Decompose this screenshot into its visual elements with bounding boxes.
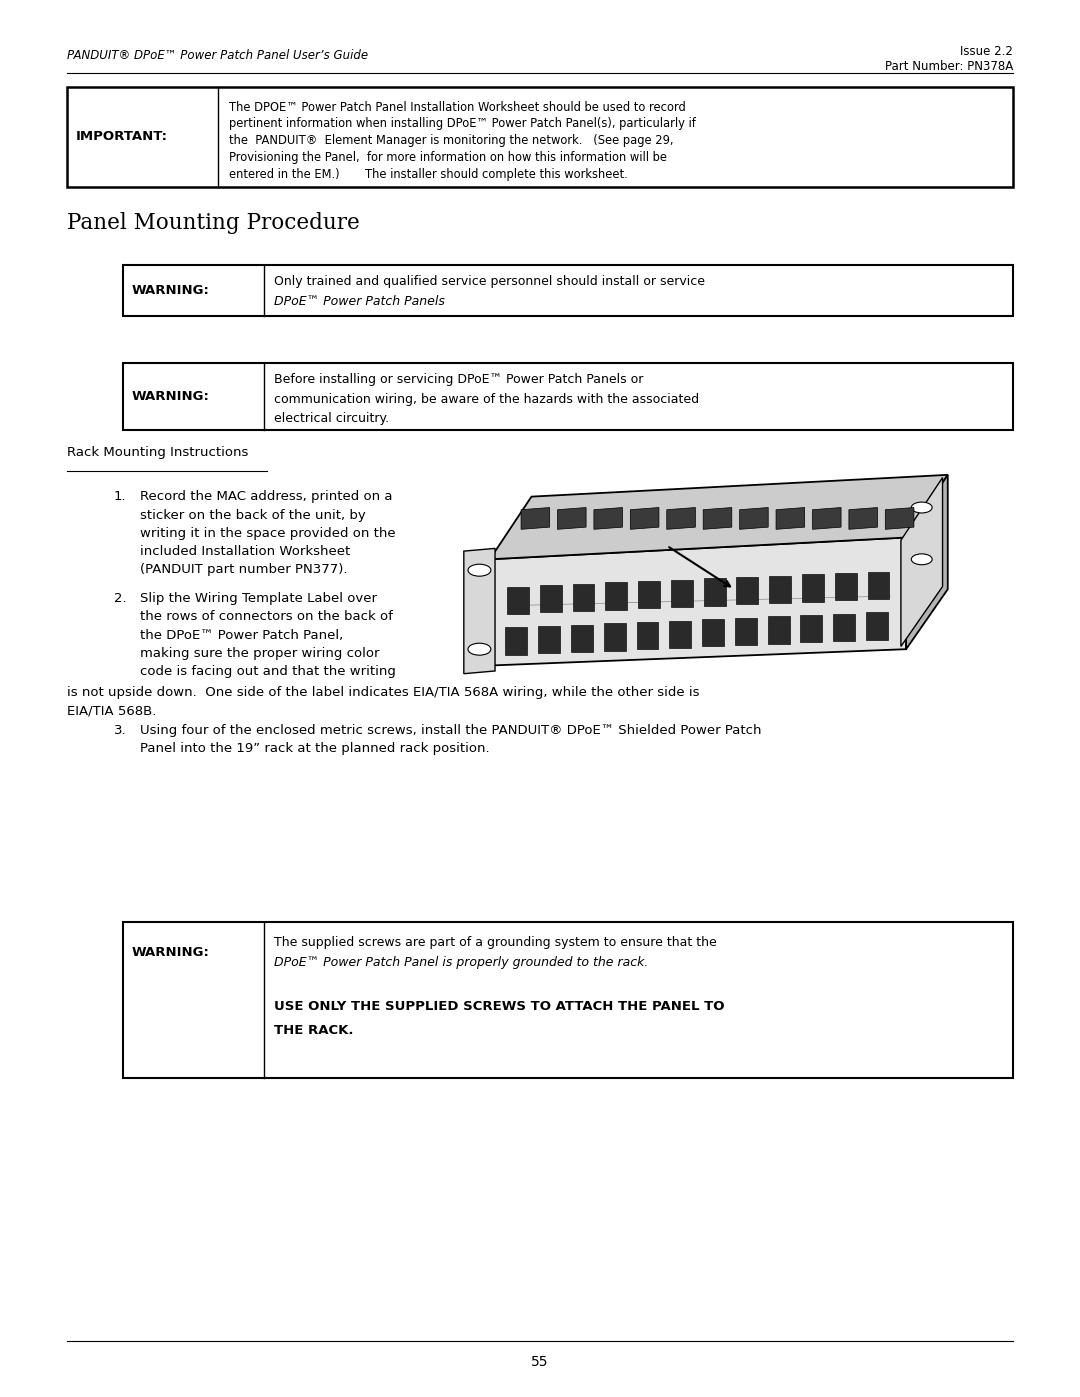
Text: Rack Mounting Instructions: Rack Mounting Instructions (67, 446, 248, 458)
Polygon shape (849, 507, 877, 529)
Text: is not upside down.  One side of the label indicates EIA/TIA 568A wiring, while : is not upside down. One side of the labe… (67, 686, 700, 698)
Text: Using four of the enclosed metric screws, install the PANDUIT® DPoE™ Shielded Po: Using four of the enclosed metric screws… (140, 724, 761, 736)
Text: IMPORTANT:: IMPORTANT: (76, 130, 167, 144)
Text: Only trained and qualified service personnel should install or service: Only trained and qualified service perso… (274, 275, 705, 288)
Polygon shape (490, 538, 906, 665)
Bar (123, 922, 1013, 1078)
Bar (866, 612, 888, 640)
Text: writing it in the space provided on the: writing it in the space provided on the (140, 527, 396, 539)
Bar (606, 583, 627, 609)
Text: Issue 2.2: Issue 2.2 (960, 45, 1013, 57)
Text: PANDUIT® DPoE™ Power Patch Panel User’s Guide: PANDUIT® DPoE™ Power Patch Panel User’s … (67, 49, 368, 61)
Bar (507, 587, 529, 613)
Text: the rows of connectors on the back of: the rows of connectors on the back of (140, 610, 393, 623)
Text: 1.: 1. (113, 490, 126, 503)
Bar (737, 577, 758, 605)
Text: WARNING:: WARNING: (132, 284, 210, 298)
Text: making sure the proper wiring color: making sure the proper wiring color (140, 647, 380, 659)
Bar (123, 363, 1013, 430)
Polygon shape (812, 507, 841, 529)
Bar (734, 617, 757, 645)
Text: pertinent information when installing DPoE™ Power Patch Panel(s), particularly i: pertinent information when installing DP… (229, 117, 696, 130)
Text: included Installation Worksheet: included Installation Worksheet (140, 545, 351, 557)
Text: The DPOE™ Power Patch Panel Installation Worksheet should be used to record: The DPOE™ Power Patch Panel Installation… (229, 101, 686, 113)
Text: WARNING:: WARNING: (132, 946, 210, 960)
Text: The supplied screws are part of a grounding system to ensure that the: The supplied screws are part of a ground… (274, 936, 717, 949)
Polygon shape (463, 549, 495, 673)
Bar (571, 624, 593, 652)
Bar (67, 87, 1013, 187)
Circle shape (912, 553, 932, 564)
Bar (505, 627, 527, 655)
Text: Part Number: PN378A: Part Number: PN378A (885, 60, 1013, 73)
Circle shape (912, 502, 932, 513)
Text: Slip the Wiring Template Label over: Slip the Wiring Template Label over (140, 592, 377, 605)
Bar (835, 573, 856, 601)
Circle shape (468, 564, 491, 576)
Bar (702, 619, 724, 647)
Text: communication wiring, be aware of the hazards with the associated: communication wiring, be aware of the ha… (274, 393, 700, 405)
Text: code is facing out and that the writing: code is facing out and that the writing (140, 665, 396, 678)
Bar (540, 585, 562, 612)
Text: electrical circuitry.: electrical circuitry. (274, 412, 390, 425)
Text: EIA/TIA 568B.: EIA/TIA 568B. (67, 704, 157, 717)
Text: the  PANDUIT®  Element Manager is monitoring the network.   (See page 29,: the PANDUIT® Element Manager is monitori… (229, 134, 674, 147)
Text: DPoE™ Power Patch Panels: DPoE™ Power Patch Panels (274, 295, 445, 307)
Bar (572, 584, 594, 610)
Polygon shape (906, 475, 948, 650)
Bar (769, 576, 792, 604)
Text: entered in the EM.)       The installer should complete this worksheet.: entered in the EM.) The installer should… (229, 168, 627, 180)
Text: the DPoE™ Power Patch Panel,: the DPoE™ Power Patch Panel, (140, 629, 343, 641)
Text: Provisioning the Panel,  for more information on how this information will be: Provisioning the Panel, for more informa… (229, 151, 667, 163)
Bar (123, 265, 1013, 316)
Bar (704, 578, 726, 606)
Polygon shape (557, 507, 586, 529)
Text: Panel Mounting Procedure: Panel Mounting Procedure (67, 212, 360, 235)
Text: 2.: 2. (113, 592, 126, 605)
Bar (768, 616, 789, 644)
Circle shape (468, 643, 491, 655)
Polygon shape (666, 507, 696, 529)
Bar (867, 571, 890, 599)
Text: (PANDUIT part number PN377).: (PANDUIT part number PN377). (140, 563, 348, 576)
Text: Panel into the 19” rack at the planned rack position.: Panel into the 19” rack at the planned r… (140, 742, 490, 754)
Polygon shape (901, 478, 943, 647)
Polygon shape (886, 507, 914, 529)
Text: USE ONLY THE SUPPLIED SCREWS TO ATTACH THE PANEL TO: USE ONLY THE SUPPLIED SCREWS TO ATTACH T… (274, 1000, 725, 1013)
Polygon shape (521, 507, 550, 529)
Polygon shape (777, 507, 805, 529)
Text: 55: 55 (531, 1355, 549, 1369)
Text: sticker on the back of the unit, by: sticker on the back of the unit, by (140, 509, 366, 521)
Text: DPoE™ Power Patch Panel is properly grounded to the rack.: DPoE™ Power Patch Panel is properly grou… (274, 956, 649, 968)
Text: Record the MAC address, printed on a: Record the MAC address, printed on a (140, 490, 393, 503)
Bar (604, 623, 625, 651)
Bar (802, 574, 824, 602)
Bar (638, 581, 660, 608)
Bar (671, 580, 692, 606)
Polygon shape (594, 507, 622, 529)
Text: WARNING:: WARNING: (132, 390, 210, 404)
Bar (834, 613, 855, 641)
Bar (538, 626, 561, 654)
Polygon shape (490, 475, 948, 559)
Text: THE RACK.: THE RACK. (274, 1024, 354, 1037)
Polygon shape (703, 507, 732, 529)
Text: Before installing or servicing DPoE™ Power Patch Panels or: Before installing or servicing DPoE™ Pow… (274, 373, 644, 386)
Bar (670, 620, 691, 648)
Bar (800, 615, 822, 643)
Text: 3.: 3. (113, 724, 126, 736)
Polygon shape (631, 507, 659, 529)
Bar (636, 622, 659, 650)
Polygon shape (740, 507, 768, 529)
